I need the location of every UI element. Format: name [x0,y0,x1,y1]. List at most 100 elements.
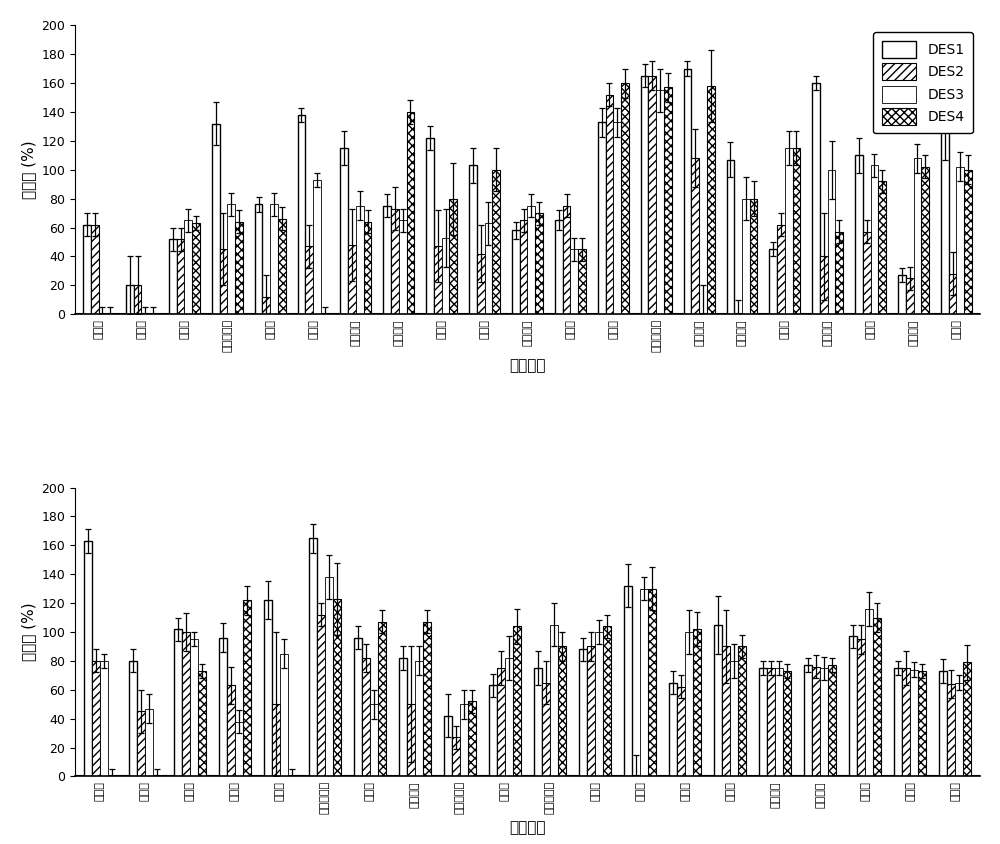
Bar [137,711,145,776]
Bar [595,632,603,776]
Bar [370,704,378,776]
Bar [169,239,177,314]
Bar [578,249,586,314]
Bar [220,249,227,314]
Bar [426,138,434,314]
Bar [399,658,407,776]
Bar [298,115,305,314]
Bar [489,685,497,776]
Bar [262,297,270,314]
Bar [84,541,92,776]
Bar [444,716,452,776]
Bar [777,225,785,314]
Bar [235,722,243,776]
Bar [863,232,871,314]
Bar [918,671,926,776]
Bar [624,586,632,776]
Bar [212,123,220,314]
Bar [129,661,137,776]
Bar [407,112,414,314]
Bar [513,626,521,776]
Bar [399,220,407,314]
Bar [606,95,613,314]
Bar [309,538,317,776]
Bar [855,155,863,314]
Bar [648,589,656,776]
Bar [865,609,873,776]
Bar [835,232,843,314]
Bar [354,638,362,776]
Bar [190,639,198,776]
Bar [738,647,746,776]
Bar [313,180,321,314]
Bar [558,647,566,776]
Bar [820,257,828,314]
Bar [730,661,738,776]
Bar [550,625,558,776]
Bar [460,704,468,776]
Bar [192,223,200,314]
Bar [783,671,791,776]
Bar [378,622,386,776]
Bar [449,198,457,314]
Bar [742,198,750,314]
Bar [812,667,820,776]
Bar [134,285,141,314]
Bar [941,131,949,314]
Bar [174,629,182,776]
Bar [477,253,485,314]
Bar [693,629,701,776]
Bar [587,647,595,776]
Bar [579,649,587,776]
Bar [873,618,881,776]
Bar [235,222,243,314]
Bar [100,661,108,776]
Bar [894,668,902,776]
Bar [83,225,91,314]
Bar [534,668,542,776]
Bar [542,683,550,776]
Bar [227,204,235,314]
Bar [264,600,272,776]
Bar [775,668,783,776]
Bar [685,632,693,776]
Bar [707,86,715,314]
Bar [677,687,685,776]
Bar [621,83,629,314]
Bar [126,285,134,314]
Bar [828,170,835,314]
Bar [759,668,767,776]
Bar [383,206,391,314]
Y-axis label: 回收率 (%): 回收率 (%) [21,603,36,662]
Bar [555,220,563,314]
Bar [956,167,964,314]
Bar [898,275,906,314]
Bar [669,683,677,776]
Bar [684,68,691,314]
Bar [520,220,527,314]
Bar [949,273,956,314]
X-axis label: 农药名称: 农药名称 [509,358,546,373]
Bar [364,222,371,314]
Bar [722,647,730,776]
Bar [714,625,722,776]
Bar [434,246,442,314]
Bar [828,665,836,776]
Bar [849,636,857,776]
Bar [177,239,184,314]
Bar [348,245,356,314]
Bar [243,600,251,776]
Bar [512,230,520,314]
Bar [305,246,313,314]
Bar [469,165,477,314]
Bar [793,148,800,314]
Bar [270,204,278,314]
Bar [340,148,348,314]
Bar [906,279,914,314]
Bar [921,167,929,314]
Bar [691,158,699,314]
Bar [727,160,734,314]
Bar [280,654,288,776]
Bar [356,206,364,314]
Bar [391,208,399,314]
